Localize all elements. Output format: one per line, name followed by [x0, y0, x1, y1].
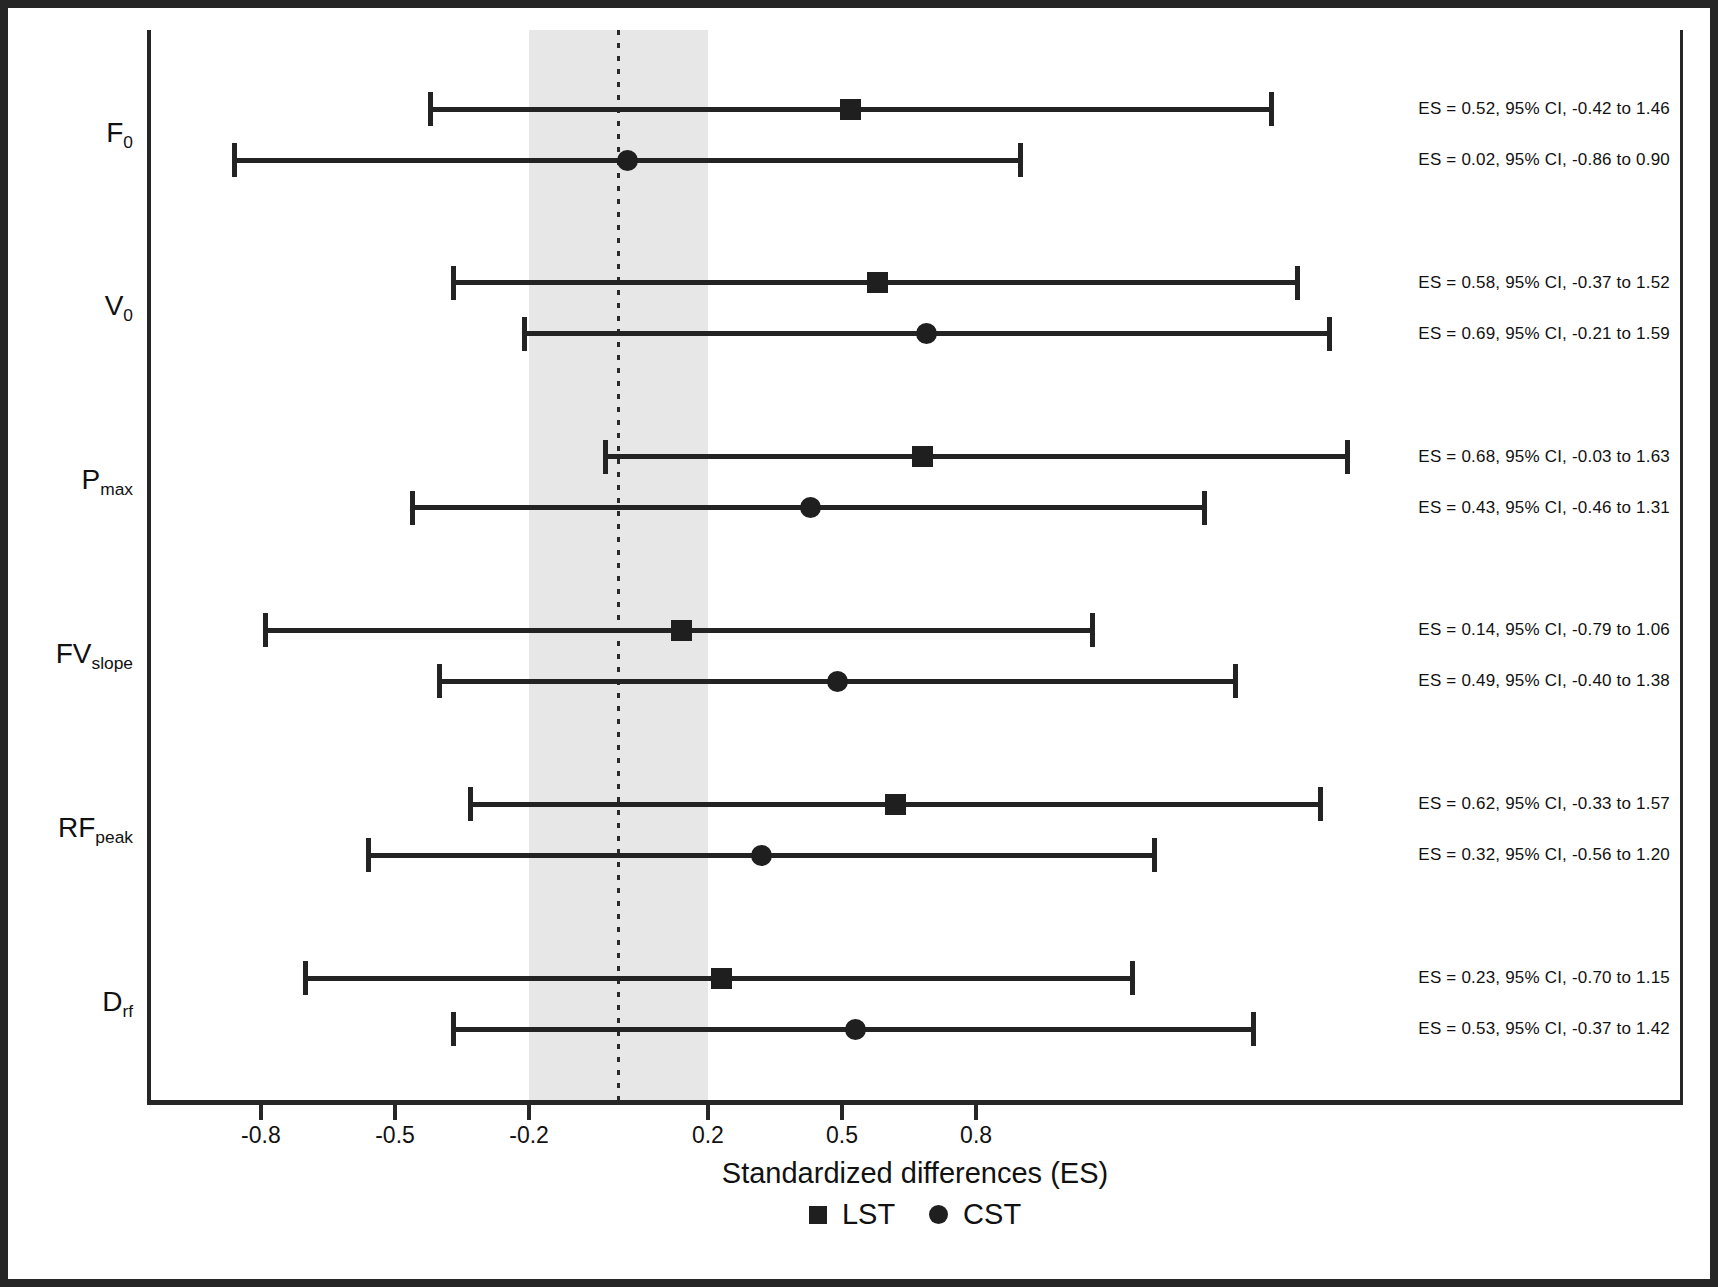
circle-marker-icon	[929, 1205, 948, 1224]
y-axis-group-label: FVslope	[0, 638, 133, 675]
es-annotation: ES = 0.49, 95% CI, -0.40 to 1.38	[1418, 671, 1670, 691]
x-axis-line	[147, 1100, 1683, 1105]
ci-cap-right	[1345, 440, 1350, 474]
ci-cap-right	[1318, 787, 1323, 821]
ci-cap-right	[1152, 838, 1157, 872]
figure-border	[0, 0, 1718, 1287]
ci-cap-right	[1202, 491, 1207, 525]
x-axis-title: Standardized differences (ES)	[148, 1157, 1682, 1190]
es-annotation: ES = 0.14, 95% CI, -0.79 to 1.06	[1418, 620, 1670, 640]
ci-cap-left	[451, 1012, 456, 1046]
es-annotation: ES = 0.32, 95% CI, -0.56 to 1.20	[1418, 845, 1670, 865]
ci-cap-right	[1269, 92, 1274, 126]
legend-item-cst: CST	[929, 1198, 1021, 1231]
y-axis-group-label: V0	[0, 290, 133, 327]
legend-label-cst: CST	[963, 1198, 1021, 1231]
x-axis-tick	[706, 1105, 710, 1120]
ci-cap-left	[451, 266, 456, 300]
es-marker-square	[867, 272, 888, 293]
es-annotation: ES = 0.62, 95% CI, -0.33 to 1.57	[1418, 794, 1670, 814]
ci-cap-left	[522, 317, 527, 351]
x-axis-tick	[527, 1105, 531, 1120]
ci-bar-lst	[605, 454, 1347, 459]
es-marker-square	[711, 968, 732, 989]
legend: LST CST	[148, 1198, 1682, 1231]
es-marker-circle	[827, 671, 848, 692]
ci-cap-left	[468, 787, 473, 821]
x-axis-tick	[393, 1105, 397, 1120]
ci-cap-left	[437, 664, 442, 698]
x-axis-tick	[840, 1105, 844, 1120]
x-axis-tick	[259, 1105, 263, 1120]
legend-item-lst: LST	[809, 1198, 895, 1231]
y-axis-group-label: F0	[0, 116, 133, 153]
es-marker-square	[912, 446, 933, 467]
es-marker-circle	[845, 1019, 866, 1040]
x-axis-tick-label: -0.5	[375, 1122, 415, 1149]
es-annotation: ES = 0.43, 95% CI, -0.46 to 1.31	[1418, 498, 1670, 518]
x-axis-tick-label: 0.5	[826, 1122, 858, 1149]
ci-cap-left	[263, 613, 268, 647]
es-annotation: ES = 0.53, 95% CI, -0.37 to 1.42	[1418, 1019, 1670, 1039]
square-marker-icon	[809, 1206, 827, 1224]
ci-cap-left	[232, 143, 237, 177]
x-axis-tick	[974, 1105, 978, 1120]
es-annotation: ES = 0.68, 95% CI, -0.03 to 1.63	[1418, 447, 1670, 467]
ci-cap-right	[1251, 1012, 1256, 1046]
es-annotation: ES = 0.69, 95% CI, -0.21 to 1.59	[1418, 324, 1670, 344]
y-axis-group-label: Drf	[0, 985, 133, 1022]
zero-reference-line	[617, 30, 620, 1100]
ci-cap-right	[1233, 664, 1238, 698]
forest-plot-figure: F0 ES = 0.52, 95% CI, -0.42 to 1.46 ES = 0…	[0, 0, 1718, 1287]
x-axis-tick-label: -0.8	[241, 1122, 281, 1149]
es-annotation: ES = 0.52, 95% CI, -0.42 to 1.46	[1418, 99, 1670, 119]
x-axis-tick-label: -0.2	[509, 1122, 549, 1149]
legend-label-lst: LST	[842, 1198, 895, 1231]
es-marker-circle	[751, 845, 772, 866]
x-axis-tick-label: 0.2	[692, 1122, 724, 1149]
es-marker-circle	[800, 497, 821, 518]
ci-cap-left	[428, 92, 433, 126]
ci-cap-left	[410, 491, 415, 525]
y-axis-line	[147, 30, 151, 1105]
y-axis-group-label: Pmax	[0, 464, 133, 501]
ci-cap-right	[1327, 317, 1332, 351]
ci-cap-left	[303, 961, 308, 995]
x-axis-tick-label: 0.8	[960, 1122, 992, 1149]
es-annotation: ES = 0.23, 95% CI, -0.70 to 1.15	[1418, 968, 1670, 988]
ci-cap-left	[366, 838, 371, 872]
ci-cap-right	[1295, 266, 1300, 300]
es-annotation: ES = 0.02, 95% CI, -0.86 to 0.90	[1418, 150, 1670, 170]
es-marker-circle	[617, 150, 638, 171]
y-axis-group-label: RFpeak	[0, 811, 133, 848]
ci-cap-right	[1090, 613, 1095, 647]
es-marker-square	[885, 794, 906, 815]
ci-cap-right	[1018, 143, 1023, 177]
es-marker-square	[840, 99, 861, 120]
ci-cap-left	[603, 440, 608, 474]
panel-right-border	[1680, 30, 1683, 1105]
es-marker-square	[671, 620, 692, 641]
es-marker-circle	[916, 323, 937, 344]
ci-cap-right	[1130, 961, 1135, 995]
es-annotation: ES = 0.58, 95% CI, -0.37 to 1.52	[1418, 273, 1670, 293]
